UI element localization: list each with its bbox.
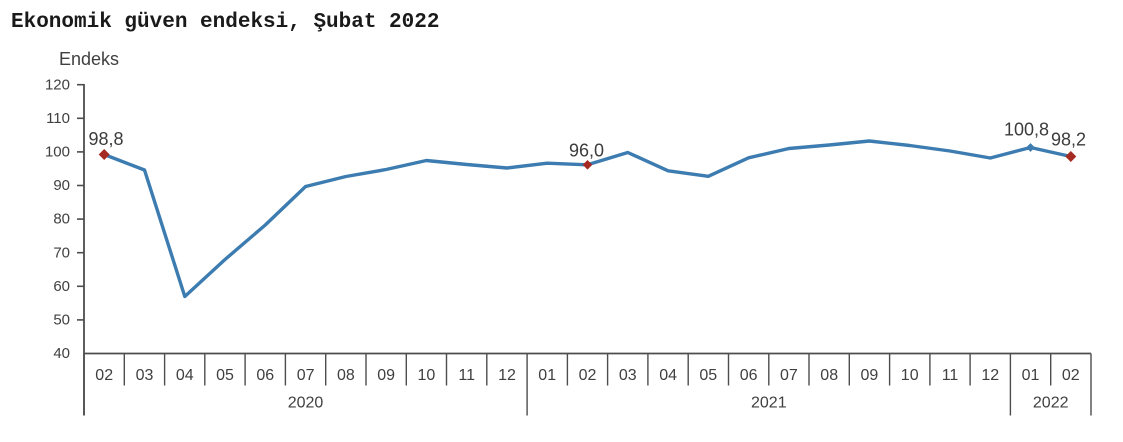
svg-text:03: 03	[619, 367, 637, 384]
svg-text:96,0: 96,0	[569, 141, 604, 161]
svg-text:02: 02	[579, 367, 597, 384]
svg-text:11: 11	[942, 367, 959, 384]
svg-text:90: 90	[53, 177, 70, 194]
svg-text:10: 10	[418, 367, 436, 384]
svg-text:07: 07	[297, 367, 315, 384]
svg-text:Endeks: Endeks	[59, 49, 119, 69]
svg-text:01: 01	[1022, 367, 1040, 384]
svg-text:02: 02	[95, 367, 113, 384]
svg-text:2021: 2021	[751, 395, 787, 412]
svg-text:98,2: 98,2	[1051, 130, 1086, 150]
svg-text:10: 10	[901, 367, 919, 384]
svg-text:80: 80	[53, 211, 70, 228]
svg-text:07: 07	[780, 367, 798, 384]
svg-text:120: 120	[45, 76, 70, 93]
svg-text:08: 08	[820, 367, 838, 384]
svg-text:11: 11	[458, 367, 475, 384]
svg-text:98,8: 98,8	[89, 129, 124, 149]
svg-text:100,8: 100,8	[1004, 120, 1049, 140]
svg-text:01: 01	[538, 367, 556, 384]
svg-text:40: 40	[53, 345, 70, 362]
svg-text:06: 06	[740, 367, 758, 384]
svg-text:70: 70	[53, 244, 70, 261]
svg-text:02: 02	[1062, 367, 1080, 384]
svg-text:09: 09	[377, 367, 395, 384]
svg-text:12: 12	[498, 367, 516, 384]
svg-text:12: 12	[981, 367, 999, 384]
svg-text:05: 05	[216, 367, 234, 384]
svg-text:Ekonomik güven endeksi, Şubat: Ekonomik güven endeksi, Şubat 2022	[11, 11, 439, 34]
svg-text:04: 04	[176, 367, 194, 384]
svg-text:06: 06	[256, 367, 274, 384]
svg-text:04: 04	[659, 367, 677, 384]
svg-text:60: 60	[53, 278, 70, 295]
svg-text:2020: 2020	[288, 395, 324, 412]
svg-text:08: 08	[337, 367, 355, 384]
svg-text:2022: 2022	[1033, 395, 1069, 412]
svg-text:100: 100	[45, 144, 70, 161]
svg-text:09: 09	[861, 367, 879, 384]
svg-text:110: 110	[46, 110, 70, 127]
svg-text:05: 05	[699, 367, 717, 384]
svg-text:03: 03	[136, 367, 154, 384]
svg-text:50: 50	[53, 312, 70, 329]
